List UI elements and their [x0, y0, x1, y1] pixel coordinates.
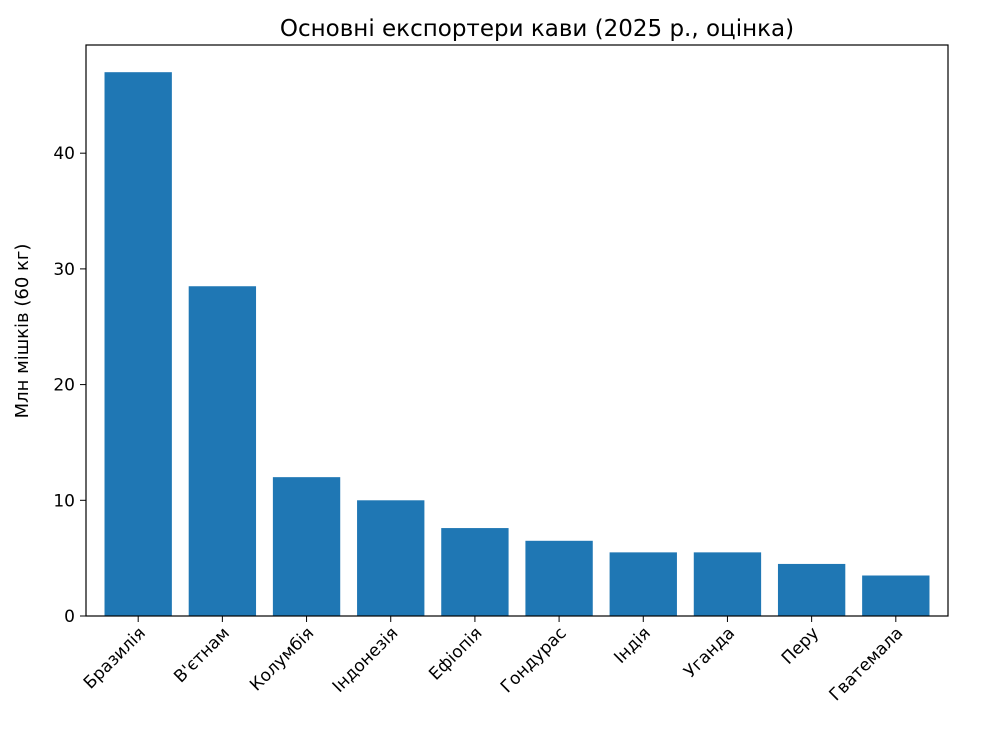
y-tick-label: 30: [53, 260, 75, 280]
bar-3: [357, 500, 425, 616]
x-tick-label: Бразилія: [80, 623, 150, 693]
bar-5: [525, 540, 593, 616]
x-tick-label: Перу: [778, 623, 823, 668]
x-tick-label: Уганда: [680, 623, 739, 682]
y-tick-label: 40: [53, 144, 75, 164]
plot-frame: [85, 44, 949, 617]
y-axis-ticks: 0 10 20 30 40: [53, 144, 86, 627]
bar-6: [609, 552, 677, 616]
bar-8: [777, 563, 846, 616]
bar-2: [272, 477, 341, 616]
y-tick-label: 10: [53, 491, 75, 511]
bar-1: [188, 286, 257, 616]
bar-7: [693, 552, 762, 616]
x-axis-ticks: Бразилія В'єтнам Колумбія Індонезія Ефіопія Г…: [80, 616, 907, 705]
x-tick-label: Гондурас: [497, 623, 571, 697]
bar-9: [862, 575, 930, 616]
bars-group: [104, 72, 930, 616]
x-tick-label: Колумбія: [246, 623, 318, 695]
y-tick-label: 20: [53, 376, 75, 396]
x-tick-label: Індія: [610, 623, 654, 667]
y-axis-label: Млн мішків (60 кг): [12, 244, 33, 419]
x-tick-label: В'єтнам: [170, 623, 234, 687]
bar-0: [104, 72, 172, 616]
bar-4: [441, 528, 509, 616]
x-tick-label: Індонезія: [329, 623, 402, 696]
x-tick-label: Гватемала: [826, 623, 908, 705]
chart-title: Основні експортери кави (2025 р., оцінка…: [280, 16, 794, 42]
x-tick-label: Ефіопія: [425, 623, 486, 684]
y-tick-label: 0: [64, 607, 75, 627]
